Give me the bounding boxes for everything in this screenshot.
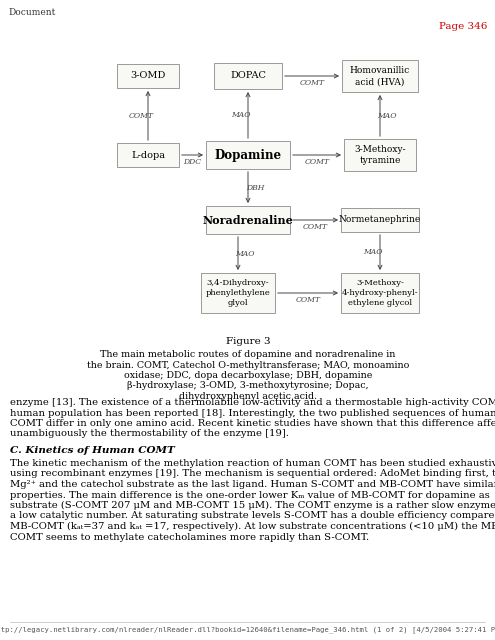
- Text: COMT differ in only one amino acid. Recent kinetic studies have shown that this : COMT differ in only one amino acid. Rece…: [10, 419, 495, 428]
- Text: Figure 3: Figure 3: [226, 337, 270, 346]
- Text: Page 346: Page 346: [439, 22, 487, 31]
- Text: properties. The main difference is the one-order lower Kₘ value of MB-COMT for d: properties. The main difference is the o…: [10, 490, 490, 499]
- Text: Normetanephrine: Normetanephrine: [339, 216, 421, 225]
- Text: dihydroxyphenyl acetic acid.: dihydroxyphenyl acetic acid.: [179, 392, 317, 401]
- Text: enzyme [13]. The existence of a thermolabile low-activity and a thermostable hig: enzyme [13]. The existence of a thermola…: [10, 398, 495, 407]
- Text: Noradrenaline: Noradrenaline: [202, 214, 294, 225]
- Text: oxidase; DDC, dopa decarboxylase; DBH, dopamine: oxidase; DDC, dopa decarboxylase; DBH, d…: [124, 371, 372, 380]
- Text: unambiguously the thermostability of the enzyme [19].: unambiguously the thermostability of the…: [10, 429, 289, 438]
- Bar: [214, 63, 282, 89]
- Text: 3-Methoxy-
tyramine: 3-Methoxy- tyramine: [354, 145, 406, 165]
- Text: the brain. COMT, Catechol O-methyltransferase; MAO, monoamino: the brain. COMT, Catechol O-methyltransf…: [87, 360, 409, 369]
- Text: COMT seems to methylate catecholamines more rapidly than S-COMT.: COMT seems to methylate catecholamines m…: [10, 532, 369, 541]
- Text: 3-OMD: 3-OMD: [130, 72, 166, 81]
- Bar: [341, 208, 419, 232]
- Bar: [206, 206, 290, 234]
- Text: The main metabolic routes of dopamine and noradrenaline in: The main metabolic routes of dopamine an…: [100, 350, 396, 359]
- Text: Mg²⁺ and the catechol substrate as the last ligand. Human S-COMT and MB-COMT hav: Mg²⁺ and the catechol substrate as the l…: [10, 480, 495, 489]
- Text: Document: Document: [8, 8, 55, 17]
- Text: MAO: MAO: [363, 248, 383, 257]
- Text: http://legacy.netlibrary.com/nlreader/nlReader.dll?bookid=12640&filename=Page_34: http://legacy.netlibrary.com/nlreader/nl…: [0, 626, 495, 633]
- Text: COMT: COMT: [296, 296, 320, 304]
- Text: MAO: MAO: [235, 250, 255, 257]
- Text: Homovanillic
acid (HVA): Homovanillic acid (HVA): [350, 66, 410, 86]
- Text: COMT: COMT: [299, 79, 325, 87]
- Text: substrate (S-COMT 207 μM and MB-COMT 15 μM). The COMT enzyme is a rather slow en: substrate (S-COMT 207 μM and MB-COMT 15 …: [10, 501, 495, 510]
- Bar: [206, 141, 290, 169]
- Text: COMT: COMT: [304, 158, 330, 166]
- Text: MAO: MAO: [377, 111, 397, 120]
- Bar: [341, 273, 419, 313]
- Text: Dopamine: Dopamine: [214, 148, 282, 161]
- Text: using recombinant enzymes [19]. The mechanism is sequential ordered: AdoMet bind: using recombinant enzymes [19]. The mech…: [10, 470, 495, 479]
- Bar: [342, 60, 418, 92]
- Text: MAO: MAO: [231, 111, 251, 119]
- Text: DOPAC: DOPAC: [230, 72, 266, 81]
- Text: DDC: DDC: [184, 158, 201, 166]
- Text: DBH: DBH: [246, 184, 264, 191]
- Text: C. Kinetics of Human COMT: C. Kinetics of Human COMT: [10, 446, 175, 455]
- Text: COMT: COMT: [129, 111, 153, 120]
- Bar: [117, 143, 179, 167]
- Text: COMT: COMT: [303, 223, 328, 231]
- Text: 3,4-Dihydroxy-
phenylethylene
glyol: 3,4-Dihydroxy- phenylethylene glyol: [205, 279, 270, 307]
- Text: L-dopa: L-dopa: [131, 150, 165, 159]
- Text: The kinetic mechanism of the methylation reaction of human COMT has been studied: The kinetic mechanism of the methylation…: [10, 459, 495, 468]
- Bar: [201, 273, 275, 313]
- Text: 3-Methoxy-
4-hydroxy-phenyl-
ethylene glycol: 3-Methoxy- 4-hydroxy-phenyl- ethylene gl…: [342, 279, 418, 307]
- Bar: [344, 139, 416, 171]
- Text: MB-COMT (kₐₜ=37 and kₐₜ =17, respectively). At low substrate concentrations (<10: MB-COMT (kₐₜ=37 and kₐₜ =17, respectivel…: [10, 522, 495, 531]
- Text: β-hydroxylase; 3-OMD, 3-methoxytyrosine; Dopac,: β-hydroxylase; 3-OMD, 3-methoxytyrosine;…: [127, 381, 369, 390]
- Text: a low catalytic number. At saturating substrate levels S-COMT has a double effic: a low catalytic number. At saturating su…: [10, 511, 495, 520]
- Bar: [117, 64, 179, 88]
- Text: human population has been reported [18]. Interestingly, the two published sequen: human population has been reported [18].…: [10, 408, 495, 417]
